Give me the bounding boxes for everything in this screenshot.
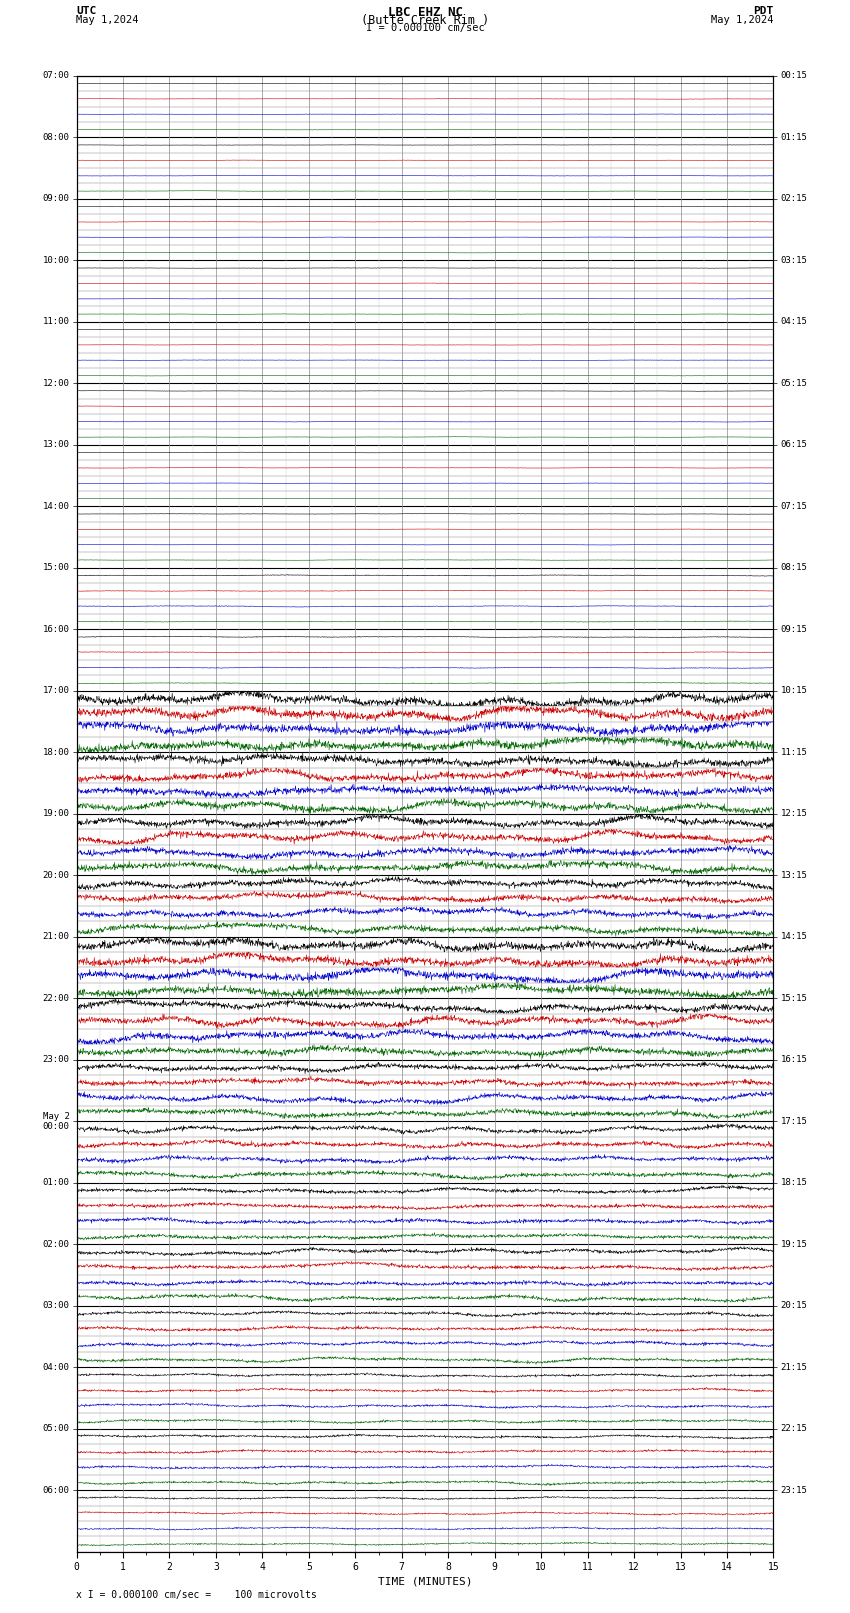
Text: LBC EHZ NC: LBC EHZ NC (388, 5, 462, 19)
Text: PDT: PDT (753, 5, 774, 16)
Text: (Butte Creek Rim ): (Butte Creek Rim ) (361, 13, 489, 27)
Text: UTC: UTC (76, 5, 97, 16)
Text: May 1,2024: May 1,2024 (711, 15, 774, 24)
Text: I = 0.000100 cm/sec: I = 0.000100 cm/sec (366, 23, 484, 32)
X-axis label: TIME (MINUTES): TIME (MINUTES) (377, 1576, 473, 1586)
Text: May 1,2024: May 1,2024 (76, 15, 139, 24)
Text: x I = 0.000100 cm/sec =    100 microvolts: x I = 0.000100 cm/sec = 100 microvolts (76, 1590, 317, 1600)
